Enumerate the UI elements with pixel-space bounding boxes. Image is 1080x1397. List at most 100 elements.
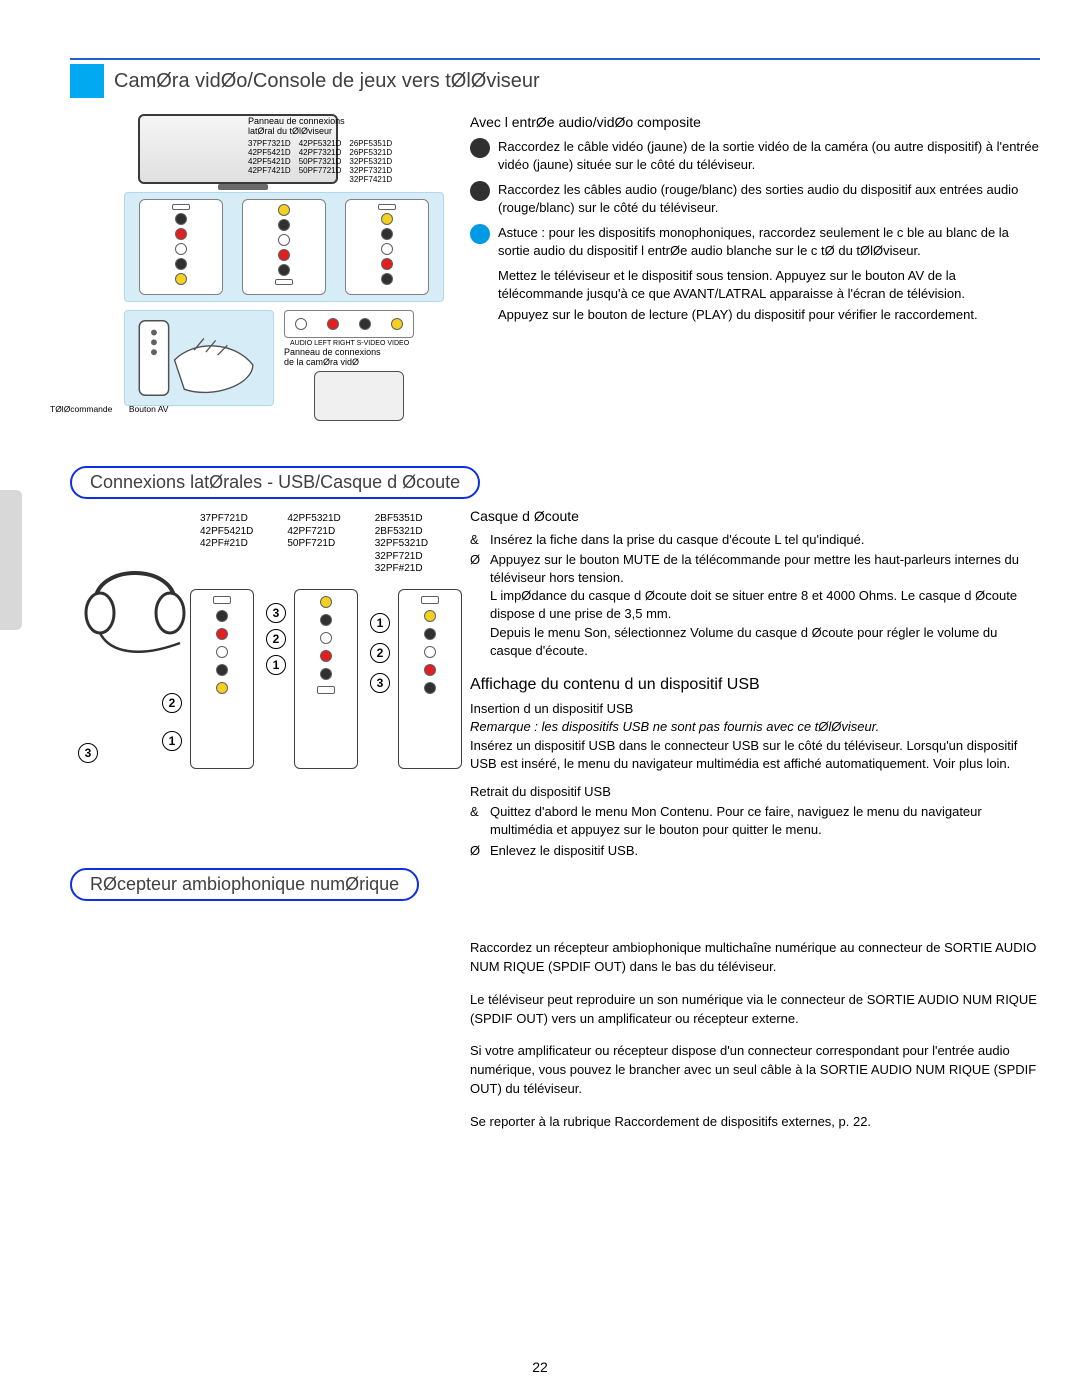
video-port-icon [320,596,332,608]
section3: RØcepteur ambiophonique numØrique Raccor… [70,866,1040,1146]
audio-r-port-icon [424,664,436,676]
audio-l-port-icon [295,318,307,330]
section1-text: Avec l entrØe audio/vidØo composite Racc… [470,114,1040,328]
usb-remove-li1: &Quittez d'abord le menu Mon Contenu. Po… [470,803,1040,839]
section2-body: 37PF721D 42PF5421D 42PF#21D 42PF5321D 42… [70,507,1040,867]
side-panel-c [398,589,462,769]
cam-caption-l1: Panneau de connexions [284,347,444,357]
mini-port-labels: AUDIO LEFT RIGHT S-VIDEO VIDEO [284,340,444,347]
video-port-icon [381,213,393,225]
connection-panels [124,192,444,302]
section3-title-pill: RØcepteur ambiophonique numØrique [70,868,419,901]
remote-label-text: TØlØcommande [50,404,112,414]
usb-port-icon [421,596,439,604]
cam-caption-l2: de la camØra vidØ [284,357,444,367]
s3-p3: Si votre amplificateur ou récepteur disp… [470,1042,1040,1099]
section3-text: Raccordez un récepteur ambiophonique mul… [470,939,1040,1132]
hand-remote-panel [124,310,274,406]
callout-1: 1 [162,731,182,751]
li2b: L impØdance du casque d Øcoute doit se s… [490,588,1017,621]
usb-remove-li2: Ø Enlevez le dispositif USB. [470,842,1040,860]
usb-port-icon [378,204,396,210]
svideo-port-icon [359,318,371,330]
video-port-icon [175,273,187,285]
headphone-icon [80,543,190,663]
s2-models-col1: 37PF721D 42PF5421D 42PF#21D [200,513,253,576]
headphone-li1: &Insérez la fiche dans la prise du casqu… [470,531,1040,549]
usb-r1: Quittez d'abord le menu Mon Contenu. Pou… [490,803,1040,839]
section1-diagram: Panneau de connexions latØral du tØlØvis… [98,114,458,424]
usb-port-icon [275,279,293,285]
step2-text: Raccordez les câbles audio (rouge/blanc)… [498,181,1040,216]
usb-body: Insérez un dispositif USB dans le connec… [470,737,1040,773]
li2a: Appuyez sur le bouton MUTE de la télécom… [490,552,1019,585]
audio-r-port-icon [327,318,339,330]
audio-r-port-icon [320,650,332,662]
remote-label: TØlØcommande Bouton AV [50,404,168,414]
callout-a3: 3 [266,603,286,623]
models-col1: 37PF7321D 42PF5421D 42PF5421D 42PF7421D [248,139,291,185]
svideo-port-icon [216,664,228,676]
headphone-port-icon [381,273,393,285]
models-col2: 42PF5321D 42PF7321D 50PF7321D 50PF7721D [299,139,342,185]
headphone-port-icon [216,610,228,622]
step-bullet-icon [470,138,490,158]
callout-b3: 3 [370,673,390,693]
models-col3: 26PF5351D 26PF5321D 32PF5321D 32PF7321D … [349,139,392,185]
bullet-mark: Ø [470,842,484,860]
headphone-port-icon [320,668,332,680]
video-port-icon [216,682,228,694]
svideo-port-icon [175,258,187,270]
section1-title: CamØra vidØo/Console de jeux vers tØlØvi… [114,70,540,93]
conn-panel-b [242,199,326,295]
svideo-port-icon [278,219,290,231]
usb-remove-head: Retrait du dispositif USB [470,783,1040,801]
audio-l-port-icon [424,646,436,658]
li2c: Depuis le menu Son, sélectionnez Volume … [490,625,997,658]
usb-heading: Affichage du contenu d un dispositif USB [470,674,1040,696]
usb-r2: Enlevez le dispositif USB. [490,842,638,860]
callout-2: 2 [162,693,182,713]
camera-panel: AUDIO LEFT RIGHT S-VIDEO VIDEO Panneau d… [284,310,444,421]
tip: Astuce : pour les dispositifs monophoniq… [470,224,1040,259]
av-button-label: Bouton AV [129,404,169,414]
section2: Connexions latØrales - USB/Casque d Øcou… [70,464,1040,867]
conn-panel-c [345,199,429,295]
usb-port-icon [317,686,335,694]
section2-diagram: 37PF721D 42PF5421D 42PF#21D 42PF5321D 42… [70,513,460,813]
svideo-port-icon [381,228,393,240]
section1-header: CamØra vidØo/Console de jeux vers tØlØvi… [70,64,1040,98]
audio-r-port-icon [175,228,187,240]
audio-r-port-icon [278,249,290,261]
usb-port-icon [213,596,231,604]
side-panel-b [294,589,358,769]
headphone-li2: Ø Appuyez sur le bouton MUTE de la téléc… [470,551,1040,660]
s2-models-col3: 2BF5351D 2BF5321D 32PF5321D 32PF721D 32P… [375,513,428,576]
s3-p4: Se reporter à la rubrique Raccordement d… [470,1113,1040,1132]
headphone-li1-text: Insérez la fiche dans la prise du casque… [490,531,865,549]
conn-panel-a [139,199,223,295]
accent-square-icon [70,64,104,98]
side-panel-a [190,589,254,769]
audio-l-port-icon [216,646,228,658]
panel-caption-l2: latØral du tØlØviseur [248,126,332,136]
callout-b1: 1 [370,613,390,633]
panel-caption: Panneau de connexions latØral du tØlØvis… [248,116,392,185]
s3-p2: Le téléviseur peut reproduire un son num… [470,991,1040,1029]
usb-port-icon [172,204,190,210]
s2-models-col2: 42PF5321D 42PF721D 50PF721D [287,513,340,576]
audio-l-port-icon [175,243,187,255]
svideo-port-icon [320,614,332,626]
s3-p1: Raccordez un récepteur ambiophonique mul… [470,939,1040,977]
step1-text: Raccordez le câble vidéo (jaune) de la s… [498,138,1040,173]
tip-text: Astuce : pour les dispositifs monophoniq… [498,224,1040,259]
bullet-mark: & [470,803,484,839]
tip-bullet-icon [470,224,490,244]
callout-a2: 2 [266,629,286,649]
usb-note: Remarque : les dispositifs USB ne sont p… [470,718,1040,736]
page-content: CamØra vidØo/Console de jeux vers tØlØvi… [70,64,1040,428]
bullet-mark: & [470,531,484,549]
audio-r-port-icon [381,258,393,270]
side-panels [190,589,462,769]
sidebar-tab [0,490,22,630]
